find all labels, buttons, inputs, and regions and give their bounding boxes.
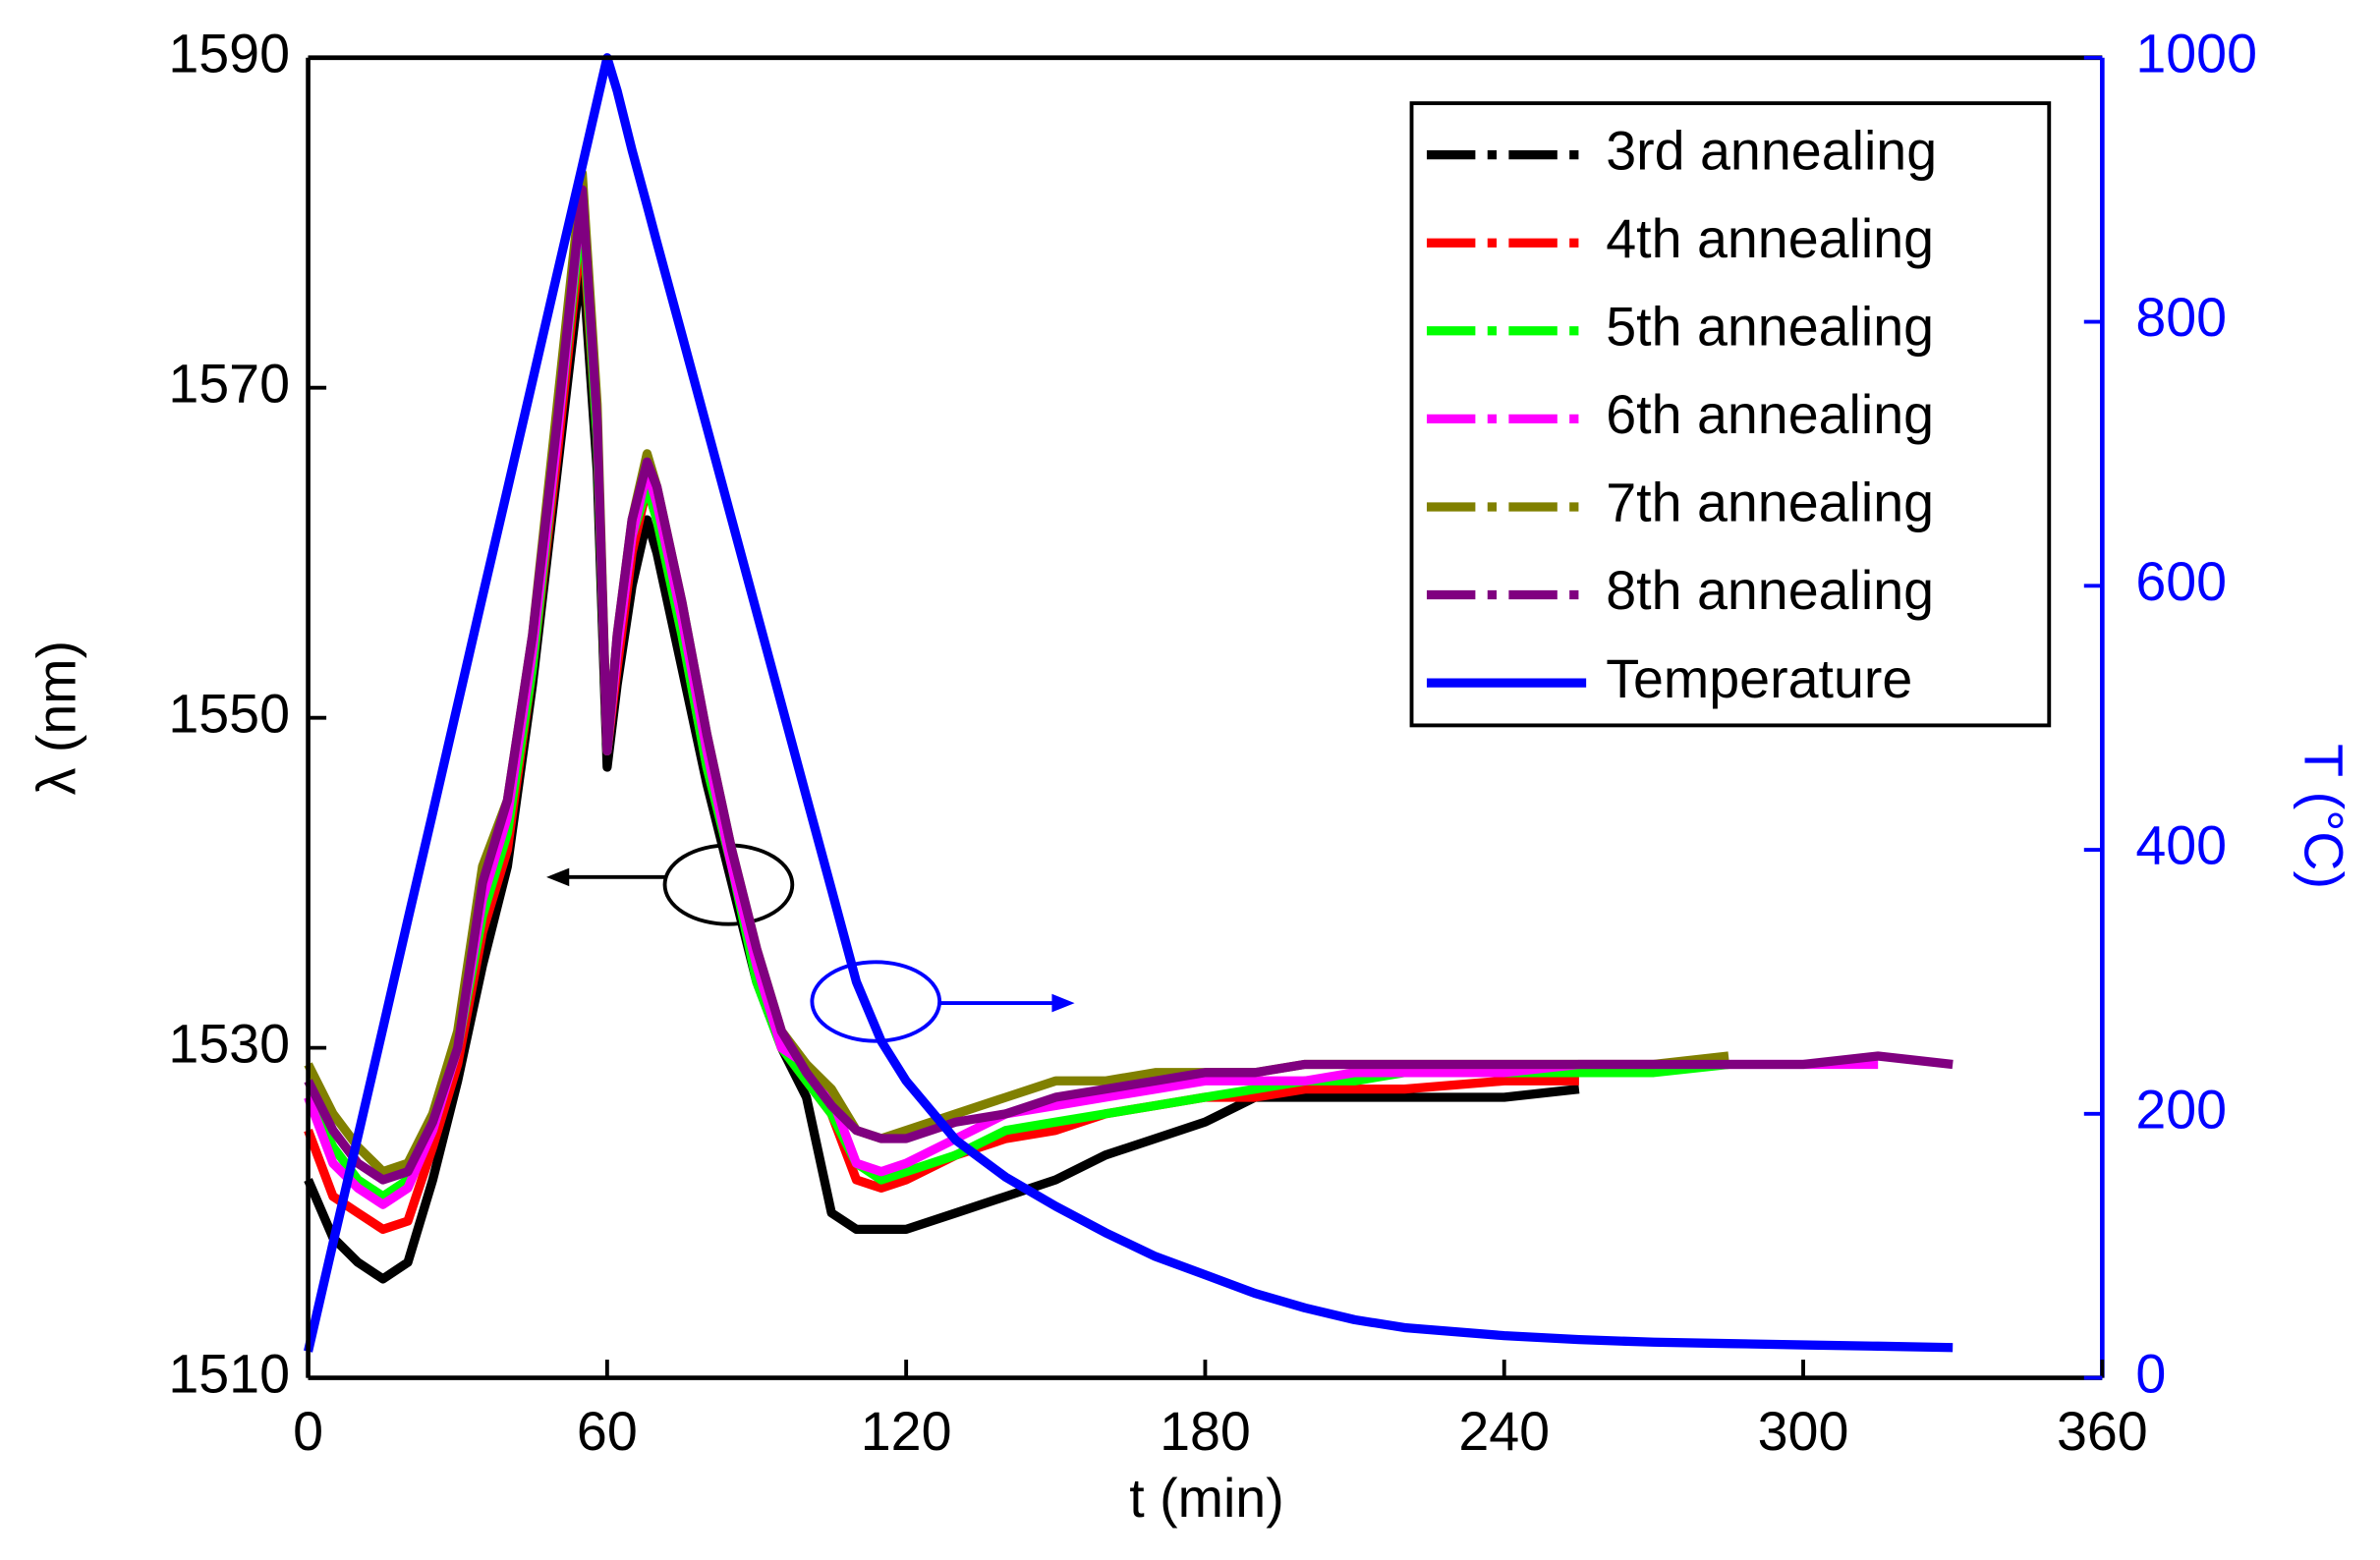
x-tick-label: 180 bbox=[1160, 1401, 1251, 1462]
x-tick-label: 60 bbox=[577, 1401, 638, 1462]
x-axis-label: t (min) bbox=[1129, 1468, 1284, 1529]
legend-label: 6th annealing bbox=[1606, 384, 1934, 445]
y2-tick-label: 400 bbox=[2135, 815, 2227, 876]
legend-label: 5th annealing bbox=[1606, 296, 1934, 357]
y2-tick-label: 200 bbox=[2135, 1080, 2227, 1141]
legend-label: 3rd annealing bbox=[1606, 120, 1937, 181]
legend-label: 8th annealing bbox=[1606, 560, 1934, 621]
legend: 3rd annealing 4th annealing 5th annealing 6… bbox=[1409, 101, 2052, 728]
legend-label: 7th annealing bbox=[1606, 473, 1934, 533]
x-tick-label: 240 bbox=[1458, 1401, 1550, 1462]
y2-tick-label: 0 bbox=[2135, 1343, 2166, 1404]
legend-label: Temperature bbox=[1606, 648, 1912, 709]
y-tick-label: 1590 bbox=[168, 23, 290, 84]
y-axis-label: λ (nm) bbox=[26, 641, 86, 796]
right-arrowhead bbox=[1051, 993, 1075, 1013]
plot bbox=[304, 53, 1954, 1353]
legend-box bbox=[1409, 101, 2052, 728]
legend-label: 4th annealing bbox=[1606, 208, 1934, 269]
series-line bbox=[304, 53, 1954, 1353]
series-line bbox=[304, 185, 1954, 1185]
y-tick-label: 1570 bbox=[168, 353, 290, 414]
y2-tick-label: 800 bbox=[2135, 287, 2227, 348]
y2-tick-label: 1000 bbox=[2135, 23, 2257, 84]
x-tick-label: 360 bbox=[2057, 1401, 2148, 1462]
y-tick-label: 1530 bbox=[168, 1013, 290, 1074]
y-tick-label: 1550 bbox=[168, 683, 290, 744]
x-tick-label: 300 bbox=[1758, 1401, 1849, 1462]
x-tick-label: 0 bbox=[293, 1401, 323, 1462]
y2-axis-label: T (°C) bbox=[2294, 744, 2354, 889]
y-tick-label: 1510 bbox=[168, 1343, 290, 1404]
y2-tick-label: 600 bbox=[2135, 551, 2227, 612]
annotations bbox=[546, 843, 1075, 1043]
x-tick-label: 120 bbox=[861, 1401, 952, 1462]
left-arrowhead bbox=[546, 867, 570, 887]
